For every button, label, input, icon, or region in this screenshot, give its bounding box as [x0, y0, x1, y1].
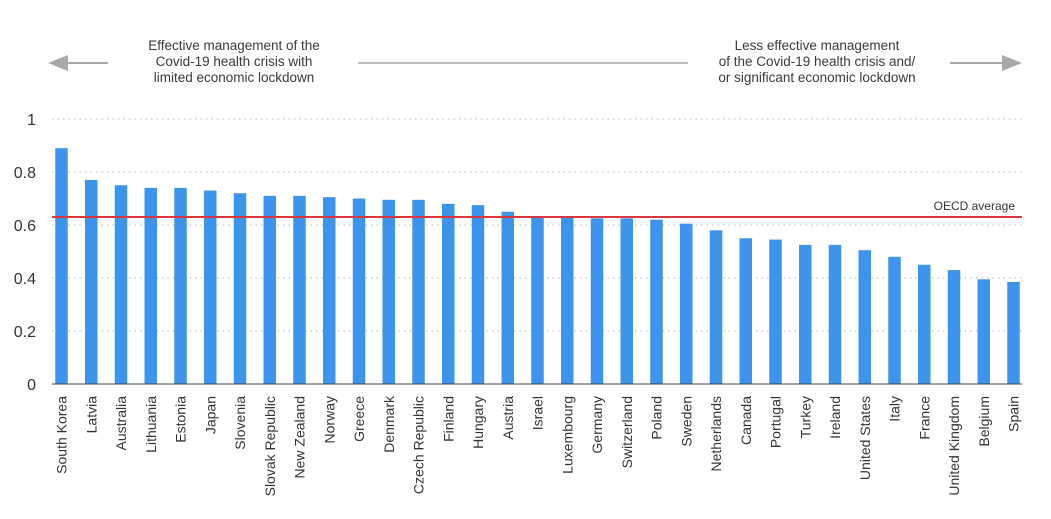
- bar: [828, 244, 842, 384]
- x-tick-label: Hungary: [470, 396, 486, 449]
- x-tick-label: Portugal: [768, 396, 784, 448]
- annotation-arrows: [48, 55, 1022, 71]
- x-tick-label: Netherlands: [708, 396, 724, 472]
- x-tick-label: New Zealand: [292, 396, 308, 479]
- bar: [263, 195, 276, 384]
- bar: [174, 187, 187, 384]
- x-tick-label: Israel: [530, 396, 546, 430]
- left-annotation: Effective management of the Covid-19 hea…: [118, 38, 350, 86]
- bar: [471, 205, 485, 384]
- x-tick-label: Sweden: [678, 396, 694, 447]
- bar: [382, 199, 395, 384]
- oecd-average-line-group: OECD average: [52, 199, 1022, 219]
- bar: [709, 230, 723, 384]
- right-annotation: Less effective management of the Covid-1…: [686, 38, 948, 86]
- x-tick-label: South Korea: [54, 396, 70, 474]
- x-tick-label: Germany: [589, 396, 605, 454]
- oecd-average-label: OECD average: [934, 199, 1016, 213]
- bar: [590, 218, 604, 384]
- bar: [620, 218, 633, 384]
- x-tick-label: Slovenia: [232, 396, 248, 450]
- bar: [858, 250, 871, 384]
- left-annotation-line-1: Effective management of the: [148, 38, 320, 53]
- x-tick-label: Italy: [887, 396, 903, 422]
- bar: [561, 217, 574, 384]
- bar: [114, 185, 128, 384]
- left-arrow-icon: [48, 55, 68, 71]
- x-tick-label: Lithuania: [143, 396, 159, 453]
- bar: [144, 187, 157, 384]
- x-tick-label: Norway: [321, 396, 337, 443]
- x-tick-label: Latvia: [83, 396, 99, 434]
- y-axis-ticks: 0 0.2 0.4 0.6 0.8 1: [14, 112, 36, 394]
- x-tick-label: Canada: [738, 396, 754, 445]
- bar: [947, 270, 961, 384]
- bar: [293, 195, 306, 384]
- bar: [233, 193, 247, 384]
- x-tick-label: United States: [857, 396, 873, 480]
- x-tick-label: Greece: [351, 396, 367, 442]
- x-tick-label: Belgium: [976, 396, 992, 447]
- y-tick-label: 0.6: [14, 218, 36, 235]
- y-tick-label: 0.2: [14, 324, 36, 341]
- x-tick-label: Ireland: [827, 396, 843, 439]
- bar: [323, 197, 336, 384]
- bar: [85, 179, 98, 384]
- bar: [531, 217, 544, 384]
- x-tick-label: Japan: [202, 396, 218, 434]
- x-axis-ticks: South Korea Latvia Australia Lithuania Eston…: [54, 395, 1022, 496]
- bar: [769, 239, 782, 384]
- bar: [918, 264, 931, 384]
- y-tick-label: 0.4: [14, 271, 36, 288]
- bars: [55, 148, 1020, 384]
- right-arrow-icon: [1002, 55, 1022, 71]
- x-tick-label: Czech Republic: [411, 396, 427, 494]
- bar: [799, 244, 812, 384]
- bar: [412, 199, 425, 384]
- x-tick-label: United Kingdom: [946, 396, 962, 496]
- x-tick-label: Australia: [113, 396, 129, 451]
- left-annotation-line-3: limited economic lockdown: [153, 70, 315, 85]
- x-tick-label: Spain: [1006, 396, 1022, 432]
- y-tick-label: 0: [27, 377, 36, 394]
- x-tick-label: Estonia: [173, 396, 189, 443]
- x-tick-label: France: [916, 396, 932, 440]
- y-tick-label: 0.8: [14, 165, 36, 182]
- right-annotation-line-1: Less effective management: [734, 38, 900, 53]
- x-tick-label: Switzerland: [619, 396, 635, 468]
- bar: [204, 190, 217, 384]
- y-tick-label: 1: [27, 112, 36, 129]
- x-tick-label: Finland: [440, 396, 456, 442]
- x-tick-label: Turkey: [797, 396, 813, 438]
- bar: [352, 198, 366, 384]
- bar: [977, 279, 990, 384]
- bar: [442, 203, 455, 384]
- bar: [501, 211, 514, 384]
- bar: [650, 219, 663, 384]
- x-tick-label: Luxembourg: [559, 396, 575, 474]
- x-tick-label: Poland: [649, 396, 665, 440]
- x-tick-label: Denmark: [381, 395, 397, 453]
- bar: [1007, 281, 1020, 384]
- right-annotation-line-2: of the Covid-19 health crisis and/: [718, 54, 916, 69]
- right-annotation-line-3: or significant economic lockdown: [718, 70, 916, 85]
- bar: [55, 148, 68, 384]
- left-annotation-line-2: Covid-19 health crisis with: [155, 54, 313, 69]
- bar: [680, 223, 693, 384]
- bar: [739, 238, 752, 384]
- x-tick-label: Austria: [500, 396, 516, 440]
- x-tick-label: Slovak Republic: [262, 396, 278, 496]
- bar: [888, 256, 901, 384]
